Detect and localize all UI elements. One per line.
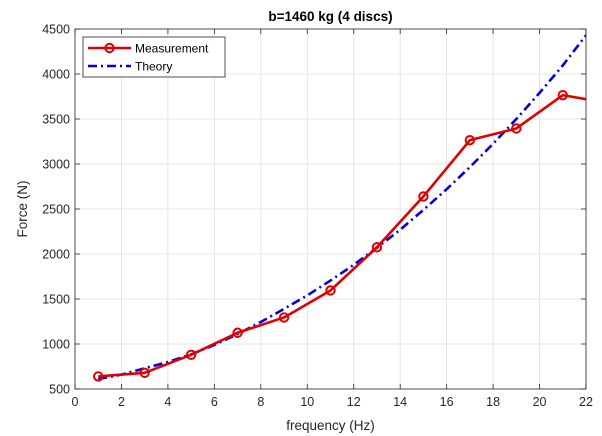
legend-label-measurement: Measurement — [135, 42, 209, 56]
data-point — [232, 327, 243, 338]
data-point — [139, 367, 150, 378]
legend: Measurement Theory — [82, 36, 226, 78]
series-layer — [93, 34, 586, 382]
data-point — [278, 312, 290, 323]
data-point — [418, 191, 429, 202]
x-tick-label: 14 — [393, 395, 407, 409]
x-tick-label: 10 — [300, 395, 314, 409]
data-point — [93, 371, 104, 382]
y-axis-label: Force (N) — [15, 181, 30, 238]
series-measurement — [93, 89, 586, 382]
y-tick-label: 1000 — [42, 338, 70, 352]
y-tick-label: 1500 — [42, 293, 70, 307]
data-point — [371, 242, 383, 253]
x-tick-label: 16 — [440, 395, 454, 409]
legend-marker — [104, 42, 115, 54]
chart-title: b=1460 kg (4 discs) — [268, 9, 392, 24]
y-tick-label: 4500 — [42, 23, 70, 37]
data-point — [185, 349, 197, 360]
y-tick-label: 2000 — [42, 248, 70, 262]
y-tick-label: 3000 — [42, 158, 70, 172]
x-tick-label: 12 — [347, 395, 361, 409]
legend-label-theory: Theory — [135, 60, 172, 74]
x-tick-label: 2 — [118, 395, 125, 409]
y-tick-label: 500 — [49, 383, 70, 397]
data-point — [557, 89, 568, 101]
data-point — [325, 285, 336, 296]
y-tick-label: 4000 — [42, 68, 70, 82]
x-tick-label: 22 — [579, 395, 593, 409]
x-tick-label: 18 — [486, 395, 500, 409]
x-tick-label: 8 — [257, 395, 264, 409]
x-tick-label: 0 — [72, 395, 79, 409]
y-tick-label: 3500 — [42, 113, 70, 127]
data-point — [464, 134, 476, 146]
x-tick-label: 4 — [164, 395, 171, 409]
x-tick-label: 6 — [211, 395, 218, 409]
y-tick-label: 2500 — [42, 203, 70, 217]
ticks: 0 2 4 6 8 10 12 14 16 18 20 22 500 1000 1500 2000 2500 30… — [42, 23, 593, 410]
series-line-measurement — [98, 93, 586, 378]
x-axis-label: frequency (Hz) — [286, 418, 375, 433]
data-point — [511, 123, 522, 134]
x-tick-label: 20 — [533, 395, 547, 409]
